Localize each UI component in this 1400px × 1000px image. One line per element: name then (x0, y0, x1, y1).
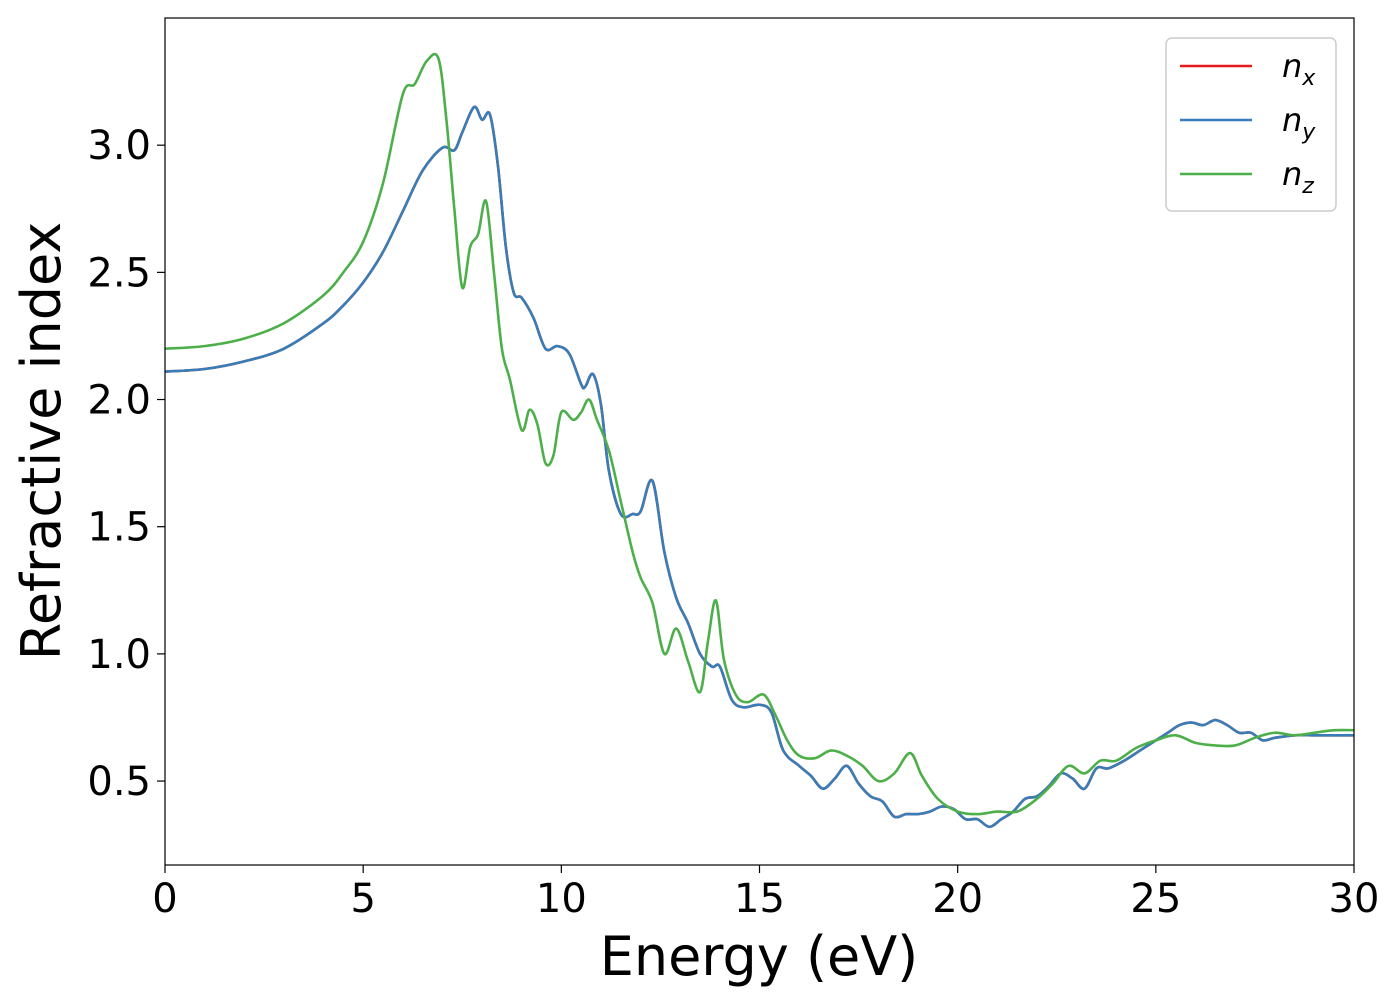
y-axis-label: Refractive index (10, 222, 73, 661)
x-tick-label: 15 (734, 876, 785, 922)
legend-label-nz: nz (1282, 155, 1314, 199)
y-tick-label: 2.0 (87, 378, 151, 424)
x-tick-label: 30 (1329, 876, 1380, 922)
y-tick-label: 1.5 (87, 505, 151, 551)
legend: nx ny nz (1165, 37, 1337, 212)
series-layer (165, 52, 1354, 829)
x-tick-label: 25 (1130, 876, 1181, 922)
y-tick-label: 3.0 (87, 123, 151, 169)
series-line-nz (165, 52, 1354, 816)
legend-label-nx: nx (1282, 47, 1316, 91)
y-tick-label: 1.0 (87, 632, 151, 678)
series-line-ny (165, 105, 1354, 829)
y-axis-ticks: 0.5 1.0 1.5 2.0 2.5 3.0 (87, 123, 165, 805)
x-tick-label: 0 (152, 876, 177, 922)
x-tick-label: 10 (536, 876, 587, 922)
y-tick-label: 2.5 (87, 250, 151, 296)
x-tick-label: 5 (350, 876, 375, 922)
x-axis-ticks: 0 5 10 15 20 25 30 (152, 865, 1379, 922)
x-tick-label: 20 (932, 876, 983, 922)
y-tick-label: 0.5 (87, 759, 151, 805)
legend-label-ny: ny (1282, 101, 1316, 145)
legend-frame (1165, 37, 1337, 212)
x-axis-label: Energy (eV) (600, 925, 919, 988)
plot-background (165, 18, 1354, 865)
